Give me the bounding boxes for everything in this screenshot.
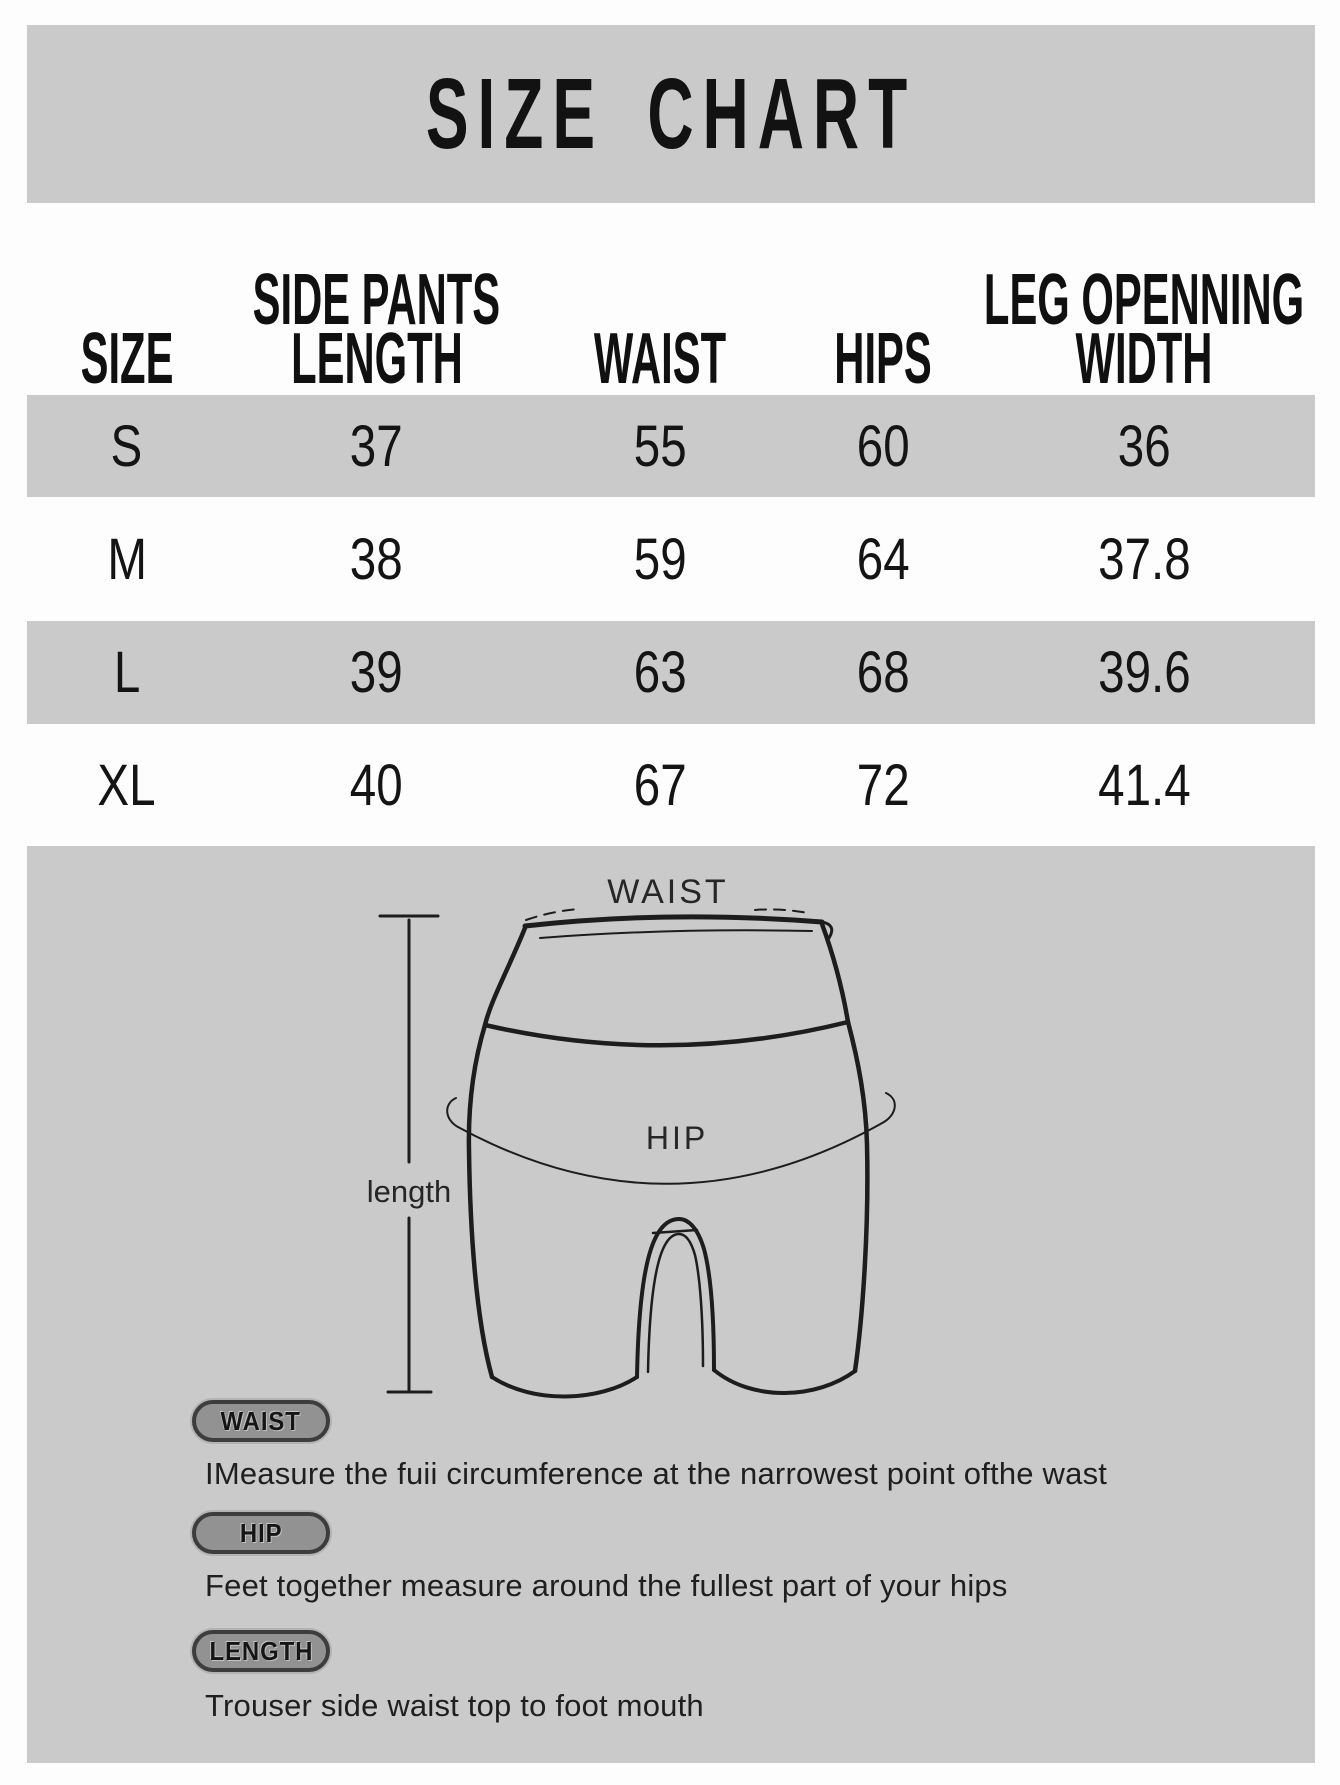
hip-badge-label: HIP — [239, 1517, 283, 1548]
table-row-m: M 38 59 64 37.8 — [27, 497, 1315, 621]
header-cell-side-pants-length: SIDE PANTS LENGTH — [163, 259, 590, 399]
cell-size: L — [113, 640, 141, 705]
hip-measure-line — [446, 1092, 896, 1185]
hip-note: Feet together measure around the fullest… — [205, 1568, 1008, 1603]
cell-waist: 55 — [633, 413, 687, 479]
header-label: WAIST — [593, 318, 727, 399]
cell-waist: 67 — [633, 752, 687, 818]
cell-side-pants-length: 38 — [350, 526, 404, 592]
title-band: SIZE CHART — [27, 25, 1315, 203]
table-row-l: L 39 63 68 39.6 — [27, 621, 1315, 724]
measurement-panel: WAIST HIP length WAIST IMeasure the fuii… — [27, 846, 1315, 1763]
page-title: SIZE CHART — [425, 57, 917, 170]
header-cell-hips: HIPS — [799, 318, 967, 399]
shorts-outline — [466, 921, 870, 1399]
header-label-line2: LENGTH — [290, 318, 463, 399]
cell-side-pants-length: 40 — [350, 752, 404, 818]
cell-hips: 72 — [857, 752, 910, 818]
waist-badge-label: WAIST — [220, 1405, 302, 1436]
hip-badge: HIP — [192, 1512, 330, 1554]
cell-size: XL — [97, 752, 156, 818]
cell-waist: 59 — [633, 526, 687, 592]
cell-size: S — [110, 413, 143, 479]
waist-label: WAIST — [607, 873, 728, 911]
cell-hips: 64 — [857, 526, 910, 592]
cell-hips: 68 — [857, 640, 910, 705]
cell-side-pants-length: 39 — [350, 640, 404, 705]
length-arrow — [378, 914, 440, 1394]
cell-leg-openning-width: 39.6 — [1098, 640, 1191, 705]
cell-leg-openning-width: 37.8 — [1098, 526, 1191, 592]
cell-waist: 63 — [633, 640, 687, 705]
table-row-xl: XL 40 67 72 41.4 — [27, 724, 1315, 846]
cell-side-pants-length: 37 — [350, 413, 404, 479]
table-row-s: S 37 55 60 36 — [27, 395, 1315, 497]
shorts-diagram: WAIST HIP length — [367, 873, 896, 1399]
cell-size: M — [106, 526, 147, 592]
waistband-lines — [482, 908, 851, 1048]
header-cell-size: SIZE — [47, 318, 207, 399]
header-label-line1: SIDE PANTS — [252, 259, 501, 340]
cell-leg-openning-width: 41.4 — [1098, 752, 1191, 818]
length-badge-label: LENGTH — [209, 1635, 313, 1666]
header-label: SIZE — [80, 318, 174, 399]
header-label: HIPS — [834, 318, 933, 399]
header-label-line2: WIDTH — [1075, 318, 1213, 399]
cell-hips: 60 — [857, 413, 910, 479]
cell-leg-openning-width: 36 — [1117, 413, 1171, 479]
size-table-header-row: SIZE SIDE PANTS LENGTH WAIST HIPS LEG OP… — [27, 203, 1315, 395]
header-label-line1: LEG OPENNING — [984, 259, 1305, 340]
waist-note: IMeasure the fuii circumference at the n… — [205, 1456, 1108, 1491]
length-badge: LENGTH — [192, 1630, 330, 1672]
length-note: Trouser side waist top to foot mouth — [205, 1688, 704, 1723]
waist-badge: WAIST — [192, 1400, 330, 1442]
hip-label: HIP — [646, 1120, 708, 1156]
header-cell-leg-openning-width: LEG OPENNING WIDTH — [868, 259, 1340, 399]
length-label: length — [367, 1174, 451, 1209]
header-cell-waist: WAIST — [546, 318, 774, 399]
